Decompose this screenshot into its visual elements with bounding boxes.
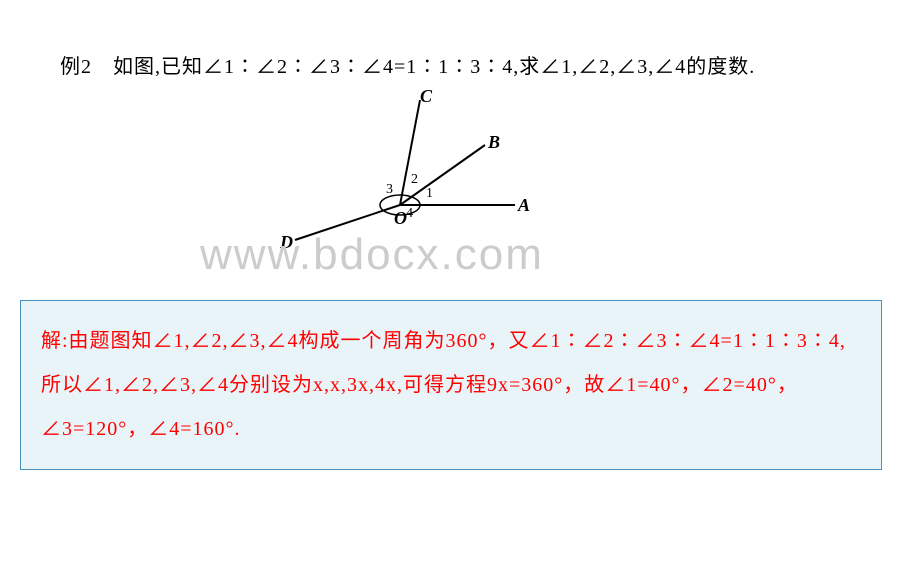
- label-A: A: [518, 195, 530, 216]
- angle-4: 4: [406, 206, 413, 222]
- solution-box: 解:由题图知∠1,∠2,∠3,∠4构成一个周角为360°，又∠1∶∠2∶∠3∶∠…: [20, 300, 882, 470]
- label-B: B: [488, 132, 500, 153]
- geometry-diagram: A B C D O 1 2 3 4: [270, 90, 550, 250]
- problem-text: 例2 如图,已知∠1∶∠2∶∠3∶∠4=1∶1∶3∶4,求∠1,∠2,∠3,∠4…: [60, 50, 755, 79]
- angle-3: 3: [386, 182, 393, 198]
- ray-OC: [400, 100, 420, 205]
- angle-1: 1: [426, 186, 433, 202]
- solution-text: 解:由题图知∠1,∠2,∠3,∠4构成一个周角为360°，又∠1∶∠2∶∠3∶∠…: [41, 319, 861, 451]
- angle-2: 2: [411, 172, 418, 188]
- ray-OD: [295, 205, 400, 240]
- label-D: D: [280, 232, 293, 253]
- label-C: C: [420, 86, 432, 107]
- diagram-svg: [270, 90, 550, 250]
